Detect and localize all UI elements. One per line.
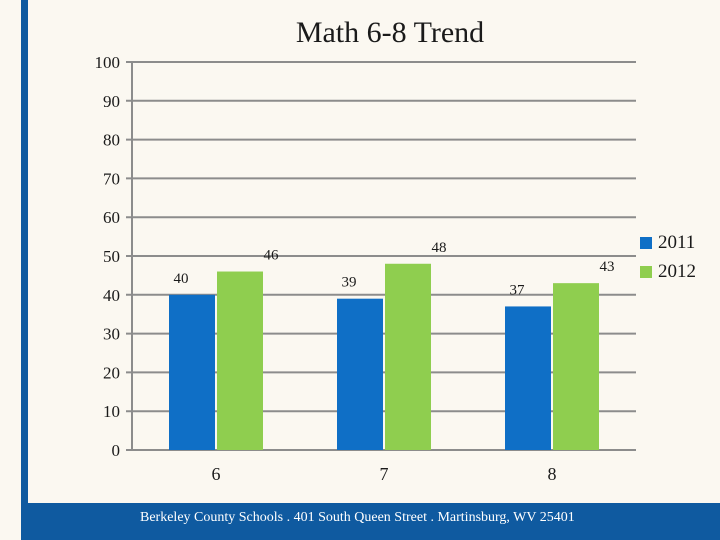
x-tick-label-7: 7: [380, 464, 389, 484]
left-accent-bar: [21, 0, 28, 540]
bar-2012-7: [385, 263, 431, 450]
chart-title: Math 6-8 Trend: [295, 16, 485, 49]
bar-2012-6: [217, 271, 263, 450]
bar-2011-7: [337, 298, 383, 450]
x-tick-label-8: 8: [548, 464, 557, 484]
data-label-2011-6: 40: [174, 271, 189, 287]
data-labels: 40 46 39 48 37 43: [174, 240, 615, 299]
legend-swatch-2012: [640, 265, 652, 278]
y-tick-label-80: 80: [103, 131, 120, 150]
legend-item-2012: 2012: [640, 257, 696, 286]
bar-2011-6: [169, 294, 215, 450]
data-label-2011-7: 39: [342, 275, 357, 291]
x-tick-label-6: 6: [212, 464, 221, 484]
data-label-2011-8: 37: [510, 282, 526, 298]
y-tick-label-90: 90: [103, 92, 120, 111]
bars: [169, 263, 599, 450]
legend-swatch-2011: [640, 236, 652, 249]
y-tick-label-20: 20: [103, 363, 120, 382]
y-tick-label-0: 0: [112, 441, 121, 460]
y-tick-label-100: 100: [95, 53, 121, 72]
legend-label-2012: 2012: [658, 260, 696, 282]
legend-label-2011: 2011: [658, 231, 696, 253]
footer-bar: [28, 503, 720, 540]
y-tick-label-60: 60: [103, 208, 120, 227]
data-label-2012-8: 43: [600, 259, 615, 275]
y-tick-label-10: 10: [103, 402, 120, 421]
y-tick-labels: 0 10 20 30 40 50 60 70 80 90 100: [95, 53, 121, 460]
data-label-2012-6: 46: [264, 248, 280, 264]
data-label-2012-7: 48: [432, 240, 447, 256]
legend: 2011 2012: [640, 228, 696, 286]
bar-2011-8: [505, 306, 551, 450]
bar-2012-8: [553, 283, 599, 450]
legend-item-2011: 2011: [640, 228, 696, 257]
y-tick-label-70: 70: [103, 169, 120, 188]
y-tick-label-40: 40: [103, 286, 120, 305]
bar-chart: 0 10 20 30 40 50 60 70 80 90 100 40 46 39 48 37 43 6 7 8: [95, 53, 636, 484]
footer-address: Berkeley County Schools . 401 South Quee…: [140, 510, 575, 525]
y-tick-label-30: 30: [103, 325, 120, 344]
y-tick-label-50: 50: [103, 247, 120, 266]
x-tick-labels: 6 7 8: [212, 464, 557, 484]
